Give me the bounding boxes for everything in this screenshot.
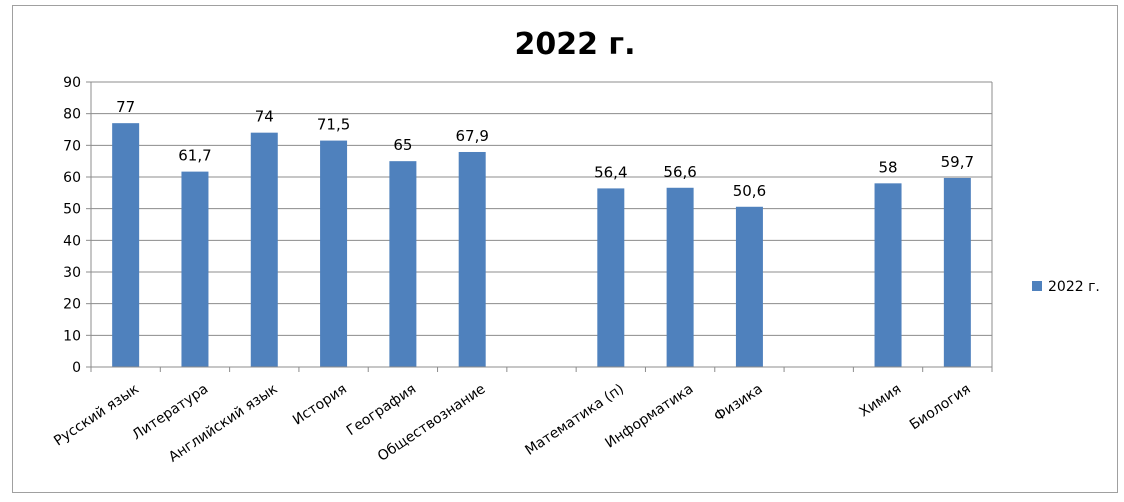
data-label: 65 <box>393 136 412 154</box>
axes <box>90 82 993 372</box>
legend-swatch <box>1032 281 1042 291</box>
y-tick-label: 80 <box>63 107 81 123</box>
bar <box>458 151 486 367</box>
category-label: Русский язык <box>51 381 142 449</box>
y-tick-label: 50 <box>63 202 81 218</box>
category-label: Физика <box>711 381 765 425</box>
data-label: 58 <box>878 158 897 176</box>
data-labels: 77 61,7 74 71,5 65 67,9 56,4 56,6 50,6 58 59,7 <box>116 98 974 200</box>
data-label: 71,5 <box>317 116 350 134</box>
y-tick-label: 30 <box>63 265 81 281</box>
bar <box>874 183 902 367</box>
y-axis-ticks: 0 10 20 30 40 50 60 70 80 90 <box>63 75 91 376</box>
data-label: 67,9 <box>455 127 488 145</box>
legend: 2022 г. <box>1032 279 1100 295</box>
bar <box>666 187 694 367</box>
data-label: 59,7 <box>941 153 974 171</box>
bar <box>943 177 971 367</box>
y-tick-label: 10 <box>63 328 81 344</box>
y-tick-label: 40 <box>63 233 81 249</box>
gridlines <box>91 81 992 368</box>
bar <box>735 206 763 367</box>
bar <box>597 188 625 367</box>
data-label: 50,6 <box>733 182 766 200</box>
data-label: 56,4 <box>594 163 627 181</box>
data-label: 61,7 <box>178 147 211 165</box>
category-label: Биология <box>907 381 974 433</box>
bar <box>320 140 348 367</box>
data-label: 77 <box>116 98 135 116</box>
y-tick-label: 70 <box>63 138 81 154</box>
chart-title: 2022 г. <box>514 27 635 62</box>
data-label: 56,6 <box>663 163 696 181</box>
y-tick-label: 20 <box>63 297 81 313</box>
y-tick-label: 0 <box>72 360 81 376</box>
category-label: Химия <box>857 381 905 420</box>
y-tick-label: 90 <box>63 75 81 91</box>
legend-label: 2022 г. <box>1048 279 1100 295</box>
bar <box>250 132 278 367</box>
bar <box>181 171 209 367</box>
bar <box>389 161 417 367</box>
data-label: 74 <box>255 108 274 126</box>
y-tick-label: 60 <box>63 170 81 186</box>
bars <box>112 123 971 368</box>
bar <box>112 123 140 368</box>
category-label: История <box>290 381 350 429</box>
